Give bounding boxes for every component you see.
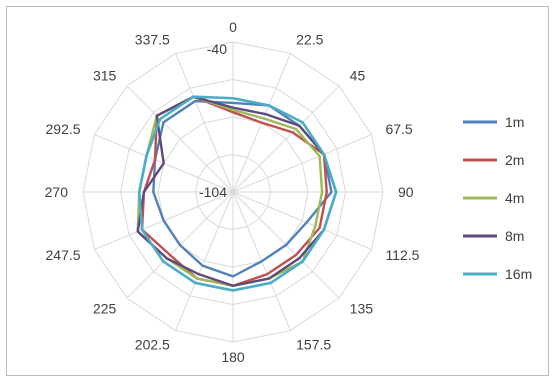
legend-label-4m: 4m <box>505 190 524 206</box>
axis-label-112.5: 112.5 <box>385 247 419 263</box>
radar-labels: 0 22.5 45 67.5 90 112.5 135 157.5 180 202.5 225 247… <box>45 19 420 365</box>
axis-label-225: 225 <box>93 301 117 317</box>
axis-label-157.5: 157.5 <box>296 336 331 352</box>
axis-label-315: 315 <box>93 67 117 83</box>
axis-label-180: 180 <box>221 349 245 365</box>
radial-tick-label-inner: -104 <box>199 184 227 200</box>
series-8m-line <box>136 95 338 287</box>
axis-label-202.5: 202.5 <box>135 336 170 352</box>
chart-frame: 0 22.5 45 67.5 90 112.5 135 157.5 180 202.5 225 247… <box>6 6 549 376</box>
axis-label-22.5: 22.5 <box>296 32 323 48</box>
radar-spoke <box>232 85 340 193</box>
radar-spoke <box>232 191 372 250</box>
radar-chart: 0 22.5 45 67.5 90 112.5 135 157.5 180 202.5 225 247… <box>45 19 533 365</box>
legend-label-8m: 8m <box>505 228 524 244</box>
radar-spokes <box>83 42 383 342</box>
legend-label-1m: 1m <box>505 114 524 130</box>
axis-label-90: 90 <box>398 184 414 200</box>
radar-series-layer <box>136 95 338 292</box>
axis-label-45: 45 <box>350 67 366 83</box>
axis-label-67.5: 67.5 <box>385 121 412 137</box>
legend: 1m 2m 4m 8m 16m <box>463 114 532 282</box>
axis-label-337.5: 337.5 <box>135 32 170 48</box>
axis-label-0: 0 <box>229 19 237 35</box>
legend-label-16m: 16m <box>505 266 532 282</box>
radar-spoke <box>232 134 372 193</box>
axis-label-247.5: 247.5 <box>46 247 81 263</box>
radial-tick-label-outer: -40 <box>207 41 227 57</box>
axis-label-135: 135 <box>350 301 374 317</box>
radar-spoke <box>175 53 234 193</box>
axis-label-270: 270 <box>45 184 69 200</box>
radar-spoke <box>175 191 234 331</box>
radar-spoke <box>126 85 234 193</box>
axis-label-292.5: 292.5 <box>46 121 81 137</box>
series-16m-line <box>137 95 338 292</box>
legend-label-2m: 2m <box>505 152 524 168</box>
